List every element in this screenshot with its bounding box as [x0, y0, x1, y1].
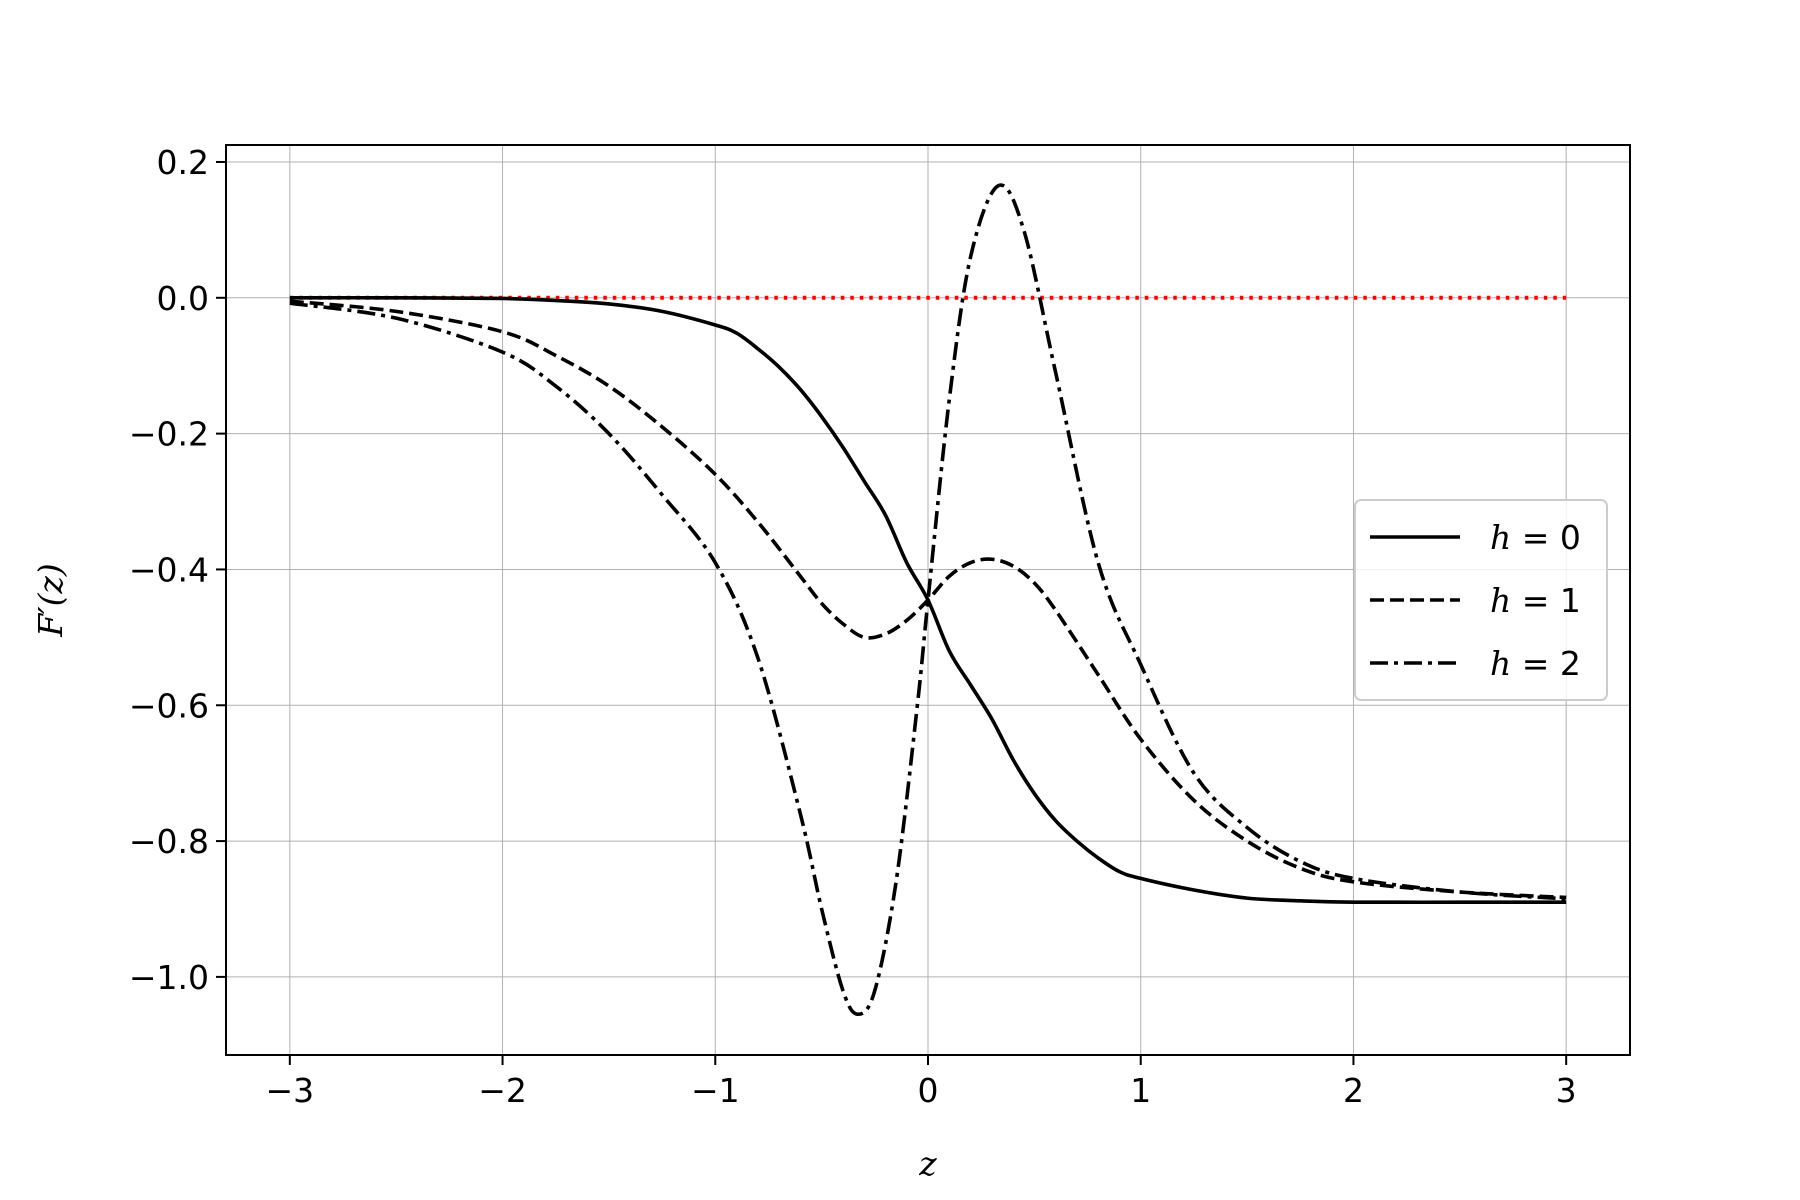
y-axis-ticks: 0.2 0.0 −0.2 −0.4 −0.6 −0.8 −1.0: [129, 143, 226, 997]
y-tick-label: 0.0: [157, 279, 209, 318]
x-tick-label: 0: [918, 1071, 939, 1110]
x-tick-label: 2: [1343, 1071, 1364, 1110]
y-tick-label: 0.2: [157, 143, 209, 182]
y-tick-label: −0.6: [129, 686, 209, 725]
x-tick-label: 3: [1556, 1071, 1577, 1110]
y-tick-label: −0.8: [129, 822, 209, 861]
y-tick-label: −0.2: [129, 415, 209, 454]
legend-label: h = 1: [1490, 581, 1581, 620]
legend-label: h = 2: [1490, 644, 1581, 683]
x-tick-label: −1: [691, 1071, 740, 1110]
x-axis-label: z: [918, 1144, 937, 1183]
x-tick-label: −2: [478, 1071, 527, 1110]
legend-label: h = 0: [1490, 518, 1581, 557]
x-axis-ticks: −3 −2 −1 0 1 2 3: [265, 1055, 1577, 1110]
x-tick-label: 1: [1130, 1071, 1151, 1110]
legend: h = 0 h = 1 h = 2: [1354, 499, 1608, 701]
legend-box: [1354, 499, 1608, 701]
y-axis-label: F′(z): [31, 563, 70, 638]
x-tick-label: −3: [265, 1071, 314, 1110]
y-tick-label: −0.4: [129, 550, 209, 589]
series-line-dashdot: [289, 183, 1567, 1017]
y-tick-label: −1.0: [129, 958, 209, 997]
series-lines: [289, 183, 1567, 1017]
series-line-dashed: [289, 299, 1567, 900]
